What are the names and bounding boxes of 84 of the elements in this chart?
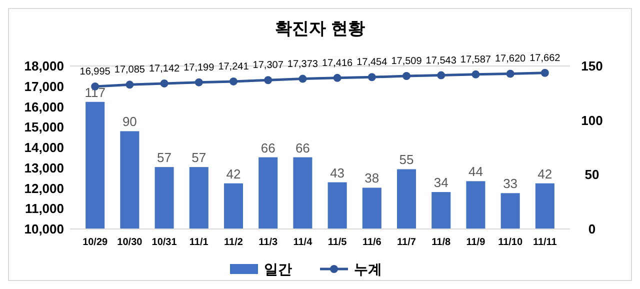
data-label: 43 (330, 165, 345, 180)
data-label: 17,142 (148, 63, 180, 74)
point (229, 77, 238, 86)
bar (86, 102, 105, 229)
x-tick-label: 10/31 (152, 237, 178, 248)
x-tick-label: 10/30 (117, 237, 143, 248)
bar (328, 182, 347, 229)
x-tick-label: 11/1 (189, 237, 209, 248)
data-label: 66 (260, 140, 276, 156)
bar (258, 157, 278, 229)
data-label: 44 (468, 164, 483, 180)
point (160, 79, 168, 88)
x-tick-label: 11/10 (498, 237, 523, 248)
y2-tick-label: 100 (581, 112, 603, 128)
data-label: 57 (192, 150, 206, 166)
data-label: 17,509 (391, 56, 422, 68)
data-label: 17,199 (184, 62, 215, 74)
point (472, 70, 480, 78)
y2-tick-label: 50 (584, 167, 600, 182)
bar (154, 167, 174, 229)
data-label: 17,454 (356, 57, 388, 68)
y-tick-label: 16,000 (24, 99, 64, 114)
data-label: 57 (157, 150, 172, 166)
x-tick-label: 11/5 (328, 237, 348, 248)
data-label: 17,543 (426, 55, 457, 66)
bar (293, 157, 312, 229)
point (264, 76, 272, 84)
x-tick-label: 11/9 (466, 237, 486, 248)
y-tick-label: 18,000 (24, 58, 64, 74)
y-tick-label: 14,000 (24, 140, 64, 156)
data-label: 16,995 (80, 66, 111, 78)
data-label: 33 (503, 176, 518, 192)
data-label: 17,587 (460, 54, 492, 66)
bar (224, 183, 244, 229)
x-tick-label: 11/6 (362, 237, 382, 248)
x-tick-label: 11/4 (293, 237, 313, 248)
bar (432, 192, 451, 229)
y-tick-label: 13,000 (24, 160, 64, 176)
bar (500, 193, 520, 229)
data-label: 42 (538, 166, 552, 182)
point (194, 78, 203, 86)
data-label: 38 (364, 170, 380, 186)
legend-label: 누계 (354, 260, 382, 277)
point (402, 72, 411, 80)
y2-tick-label: 150 (581, 58, 603, 74)
bar (396, 169, 416, 229)
point (126, 80, 134, 89)
y-tick-label: 17,000 (24, 78, 64, 94)
legend-label: 일간 (264, 260, 292, 277)
data-label: 17,620 (495, 54, 526, 65)
data-label: 17,373 (287, 58, 318, 70)
data-label: 34 (434, 175, 448, 190)
bar (189, 167, 208, 229)
point (368, 73, 376, 82)
x-tick-label: 11/7 (397, 237, 416, 248)
x-tick-label: 11/8 (432, 237, 451, 248)
bar (466, 181, 486, 229)
data-label: 17,085 (114, 64, 146, 76)
data-label: 17,307 (252, 60, 284, 72)
y-tick-label: 12,000 (24, 180, 64, 196)
bar (120, 131, 140, 229)
data-label: 90 (122, 114, 137, 130)
y-tick-label: 15,000 (24, 120, 64, 135)
point (506, 70, 514, 78)
x-tick-label: 10/29 (82, 237, 108, 248)
bar (362, 188, 382, 229)
data-label: 55 (399, 152, 414, 168)
chart-title: 확진자 현황 (275, 19, 365, 38)
x-tick-label: 11/2 (224, 237, 244, 248)
data-label: 66 (295, 140, 310, 156)
point (298, 74, 307, 83)
y2-tick-label: 0 (588, 222, 596, 237)
data-label: 17,416 (322, 58, 354, 69)
y-tick-label: 10,000 (24, 222, 64, 237)
data-label: 17,662 (530, 52, 561, 64)
data-label: 17,241 (218, 61, 250, 72)
x-tick-label: 11/11 (532, 237, 558, 248)
bar (535, 183, 554, 229)
data-label: 42 (226, 166, 241, 182)
point (540, 68, 549, 77)
point (437, 71, 446, 80)
y-tick-label: 11,000 (24, 201, 64, 216)
point (333, 74, 342, 82)
x-tick-label: 11/3 (258, 237, 278, 248)
